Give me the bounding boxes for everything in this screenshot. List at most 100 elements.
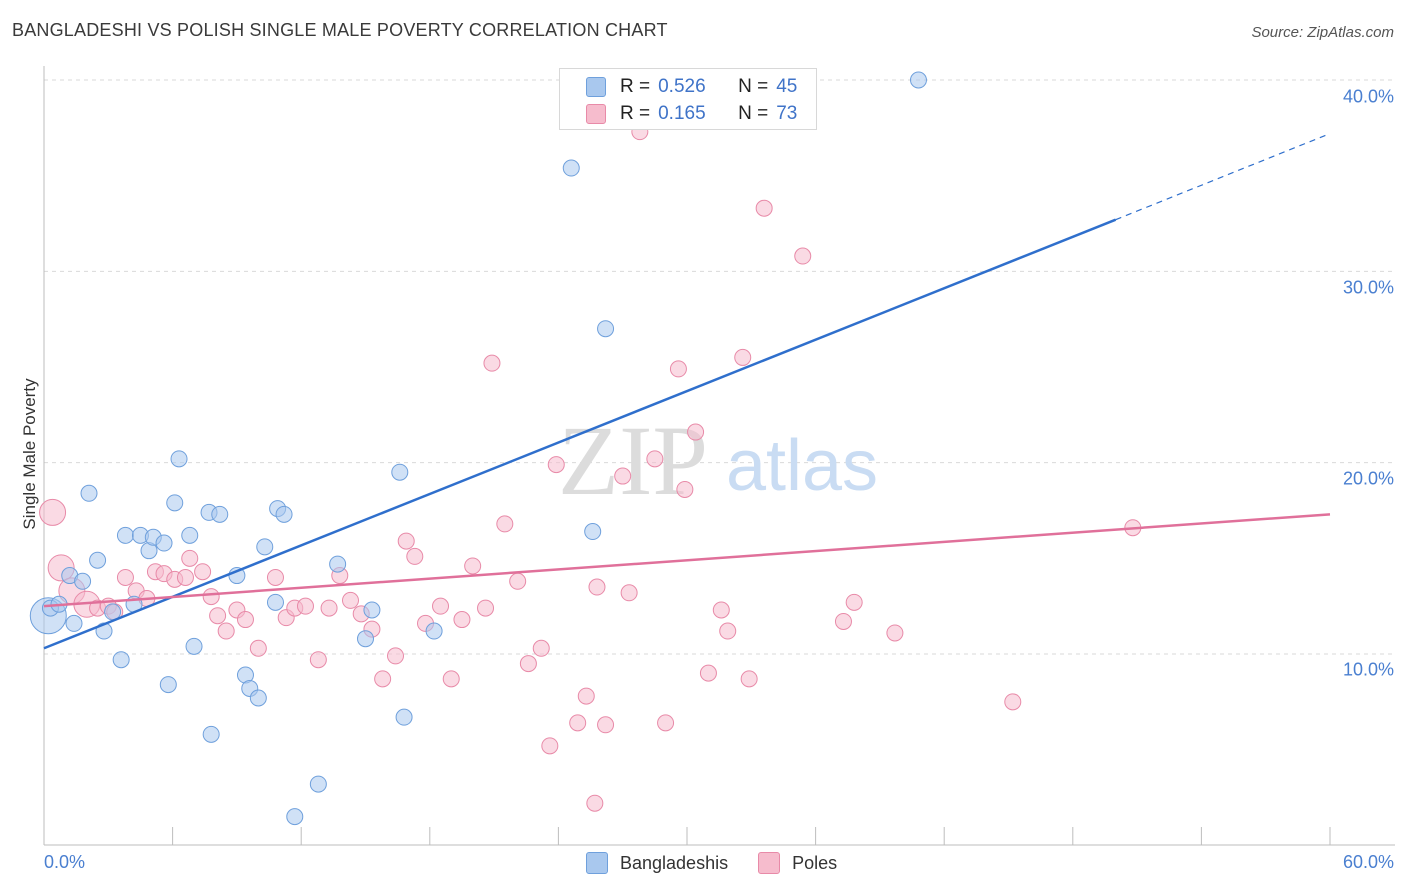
- poles-point: [712, 601, 730, 619]
- bangladeshis-trend-line: [43, 218, 1117, 650]
- stats-legend: R = 0.526 N = 45 R = 0.165 N = 73: [559, 68, 817, 130]
- bangladeshis-point: [116, 526, 134, 544]
- legend-swatch-blue: [586, 852, 608, 874]
- poles-point: [577, 687, 595, 705]
- poles-point: [309, 651, 327, 669]
- y-axis-label: Single Male Poverty: [20, 378, 39, 530]
- r-label: R =: [620, 76, 651, 97]
- poles-point: [217, 622, 235, 640]
- legend-row-poles: R = 0.165 N = 73: [586, 103, 797, 125]
- n-label: N =: [738, 76, 769, 97]
- bangladeshis-point: [74, 572, 92, 590]
- poles-point: [740, 670, 758, 688]
- poles-point: [588, 578, 606, 596]
- legend-label: Poles: [792, 852, 838, 873]
- r-value: 0.165: [658, 103, 706, 124]
- legend-swatch-pink: [758, 852, 781, 874]
- poles-point: [532, 639, 550, 657]
- bangladeshis-point: [185, 637, 203, 655]
- poles-point: [699, 664, 717, 682]
- bangladeshis-point: [211, 505, 229, 523]
- n-value: 73: [776, 103, 798, 124]
- bangladeshis-point: [391, 463, 409, 481]
- axes: [43, 66, 1395, 846]
- poles-point: [519, 655, 537, 673]
- poles-point: [834, 612, 852, 630]
- poles-point: [614, 467, 632, 485]
- poles-point: [1004, 693, 1022, 711]
- watermark-atlas: atlas: [726, 426, 878, 506]
- poles-point: [194, 563, 212, 581]
- legend-swatch-pink: [586, 104, 606, 124]
- y-tick-label: 30.0%: [1342, 277, 1394, 298]
- bangladeshis-point: [309, 775, 327, 793]
- bangladeshis-point: [112, 651, 130, 669]
- bangladeshis-point: [256, 538, 274, 556]
- bangladeshis-point: [597, 320, 615, 338]
- poles-point: [541, 737, 559, 755]
- poles-trend-line: [43, 513, 1331, 608]
- poles-point: [586, 794, 604, 812]
- poles-point: [181, 549, 199, 567]
- bangladeshis-point: [286, 808, 304, 826]
- bangladeshis-point: [249, 689, 267, 707]
- poles-point: [406, 547, 424, 565]
- bangladeshis-point: [357, 630, 374, 648]
- poles-point: [249, 639, 267, 657]
- poles-point: [442, 670, 460, 688]
- legend-item-poles[interactable]: Poles: [758, 852, 837, 874]
- legend-swatch-blue: [586, 77, 606, 97]
- bangladeshis-point: [275, 505, 293, 523]
- bangladeshis-point: [395, 708, 413, 726]
- poles-point: [509, 572, 527, 590]
- poles-point: [397, 532, 415, 550]
- poles-point: [464, 557, 482, 575]
- poles-point: [209, 607, 227, 625]
- n-value: 45: [776, 76, 798, 97]
- y-tick-label: 20.0%: [1342, 468, 1394, 489]
- n-label: N =: [738, 103, 769, 124]
- bangladeshis-point: [584, 523, 602, 541]
- poles-point: [569, 714, 587, 732]
- poles-point: [597, 716, 615, 734]
- bangladeshis-point: [170, 450, 188, 468]
- chart-title: BANGLADESHI VS POLISH SINGLE MALE POVERT…: [12, 20, 668, 40]
- bangladeshis-point: [65, 614, 83, 632]
- poles-point: [547, 456, 565, 474]
- poles-point: [646, 450, 664, 468]
- x-tick-label: 60.0%: [1342, 852, 1394, 872]
- bangladeshis-point: [425, 622, 443, 640]
- poles-point: [719, 622, 737, 640]
- poles-point: [341, 591, 359, 609]
- legend-label: Bangladeshis: [620, 852, 729, 873]
- poles-point: [483, 354, 501, 372]
- r-label: R =: [620, 103, 651, 124]
- bangladeshis-point: [159, 676, 177, 694]
- poles-point: [432, 597, 450, 615]
- bangladeshis-point: [363, 601, 381, 619]
- legend-item-bangladeshis[interactable]: Bangladeshis: [586, 852, 728, 874]
- series-poles: [39, 123, 1142, 812]
- series-legend: Bangladeshis Poles: [586, 852, 867, 874]
- y-tick-label: 40.0%: [1342, 86, 1394, 107]
- bangladeshis-point: [89, 551, 107, 569]
- bangladeshis-point: [329, 555, 347, 573]
- bangladeshis-point: [909, 71, 927, 89]
- r-value: 0.526: [658, 76, 706, 97]
- poles-point: [676, 480, 694, 498]
- bangladeshis-point: [266, 593, 284, 611]
- bangladeshis-point: [155, 534, 173, 552]
- source-note: Source: ZipAtlas.com: [1251, 24, 1394, 41]
- bangladeshis-point: [202, 725, 220, 743]
- poles-point: [387, 647, 405, 665]
- poles-point: [755, 199, 773, 217]
- poles-point: [320, 599, 338, 617]
- poles-point: [374, 670, 392, 688]
- poles-point: [477, 599, 495, 617]
- poles-point: [620, 584, 638, 602]
- poles-point: [296, 597, 314, 615]
- poles-point: [39, 498, 67, 526]
- bangladeshis-point: [181, 526, 199, 544]
- poles-point: [687, 423, 705, 441]
